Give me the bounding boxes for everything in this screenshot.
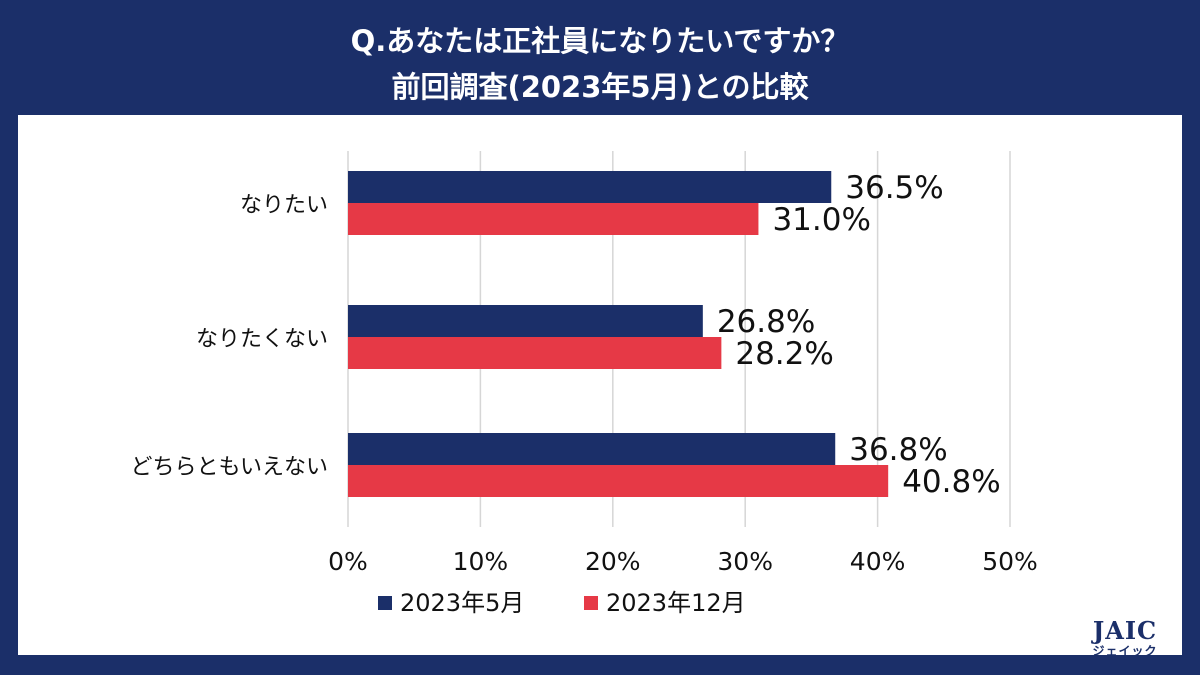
bar-chart: 0% 10% 20% 30% 40% 50% なりたい 36.5%31.0% なりたくない 26.… xyxy=(130,151,1038,617)
legend-label: 2023年5月 xyxy=(400,589,524,617)
legend-swatch xyxy=(378,596,392,610)
bar xyxy=(348,171,832,203)
category-label: なりたくない xyxy=(196,327,328,352)
chart-panel: 0% 10% 20% 30% 40% 50% なりたい 36.5% 31.0% なりたくない 26.… xyxy=(18,115,1182,655)
x-tick-label: 0% xyxy=(328,547,368,576)
bar xyxy=(348,433,836,465)
bar xyxy=(348,465,889,497)
data-label: 40.8% xyxy=(902,464,1000,500)
data-label: 36.8% xyxy=(849,432,947,468)
jaic-logo: JAIC ジェイック xyxy=(1080,619,1170,659)
logo-main-text: JAIC xyxy=(1092,616,1158,645)
data-label: 36.5% xyxy=(845,170,943,206)
bar xyxy=(348,337,722,369)
chart-title: Q.あなたは正社員になりたいですか？ 前回調査(2023年5月)との比較 xyxy=(0,18,1200,110)
x-tick-label: 30% xyxy=(717,547,773,576)
category-label: なりたい xyxy=(240,193,328,218)
logo-sub-text: ジェイック xyxy=(1092,644,1158,658)
x-tick-label: 40% xyxy=(850,547,906,576)
legend-swatch xyxy=(584,596,598,610)
legend-label: 2023年12月 xyxy=(606,589,746,617)
data-label: 31.0% xyxy=(772,202,870,238)
x-tick-label: 10% xyxy=(453,547,509,576)
title-line-2: 前回調査(2023年5月)との比較 xyxy=(391,70,809,104)
x-tick-label: 50% xyxy=(982,547,1038,576)
data-label: 28.2% xyxy=(735,336,833,372)
data-label: 26.8% xyxy=(717,304,815,340)
bar xyxy=(348,305,703,337)
category-label: どちらともいえない xyxy=(130,455,328,480)
title-line-1: Q.あなたは正社員になりたいですか？ xyxy=(350,24,850,58)
bar xyxy=(348,203,759,235)
x-tick-label: 20% xyxy=(585,547,641,576)
